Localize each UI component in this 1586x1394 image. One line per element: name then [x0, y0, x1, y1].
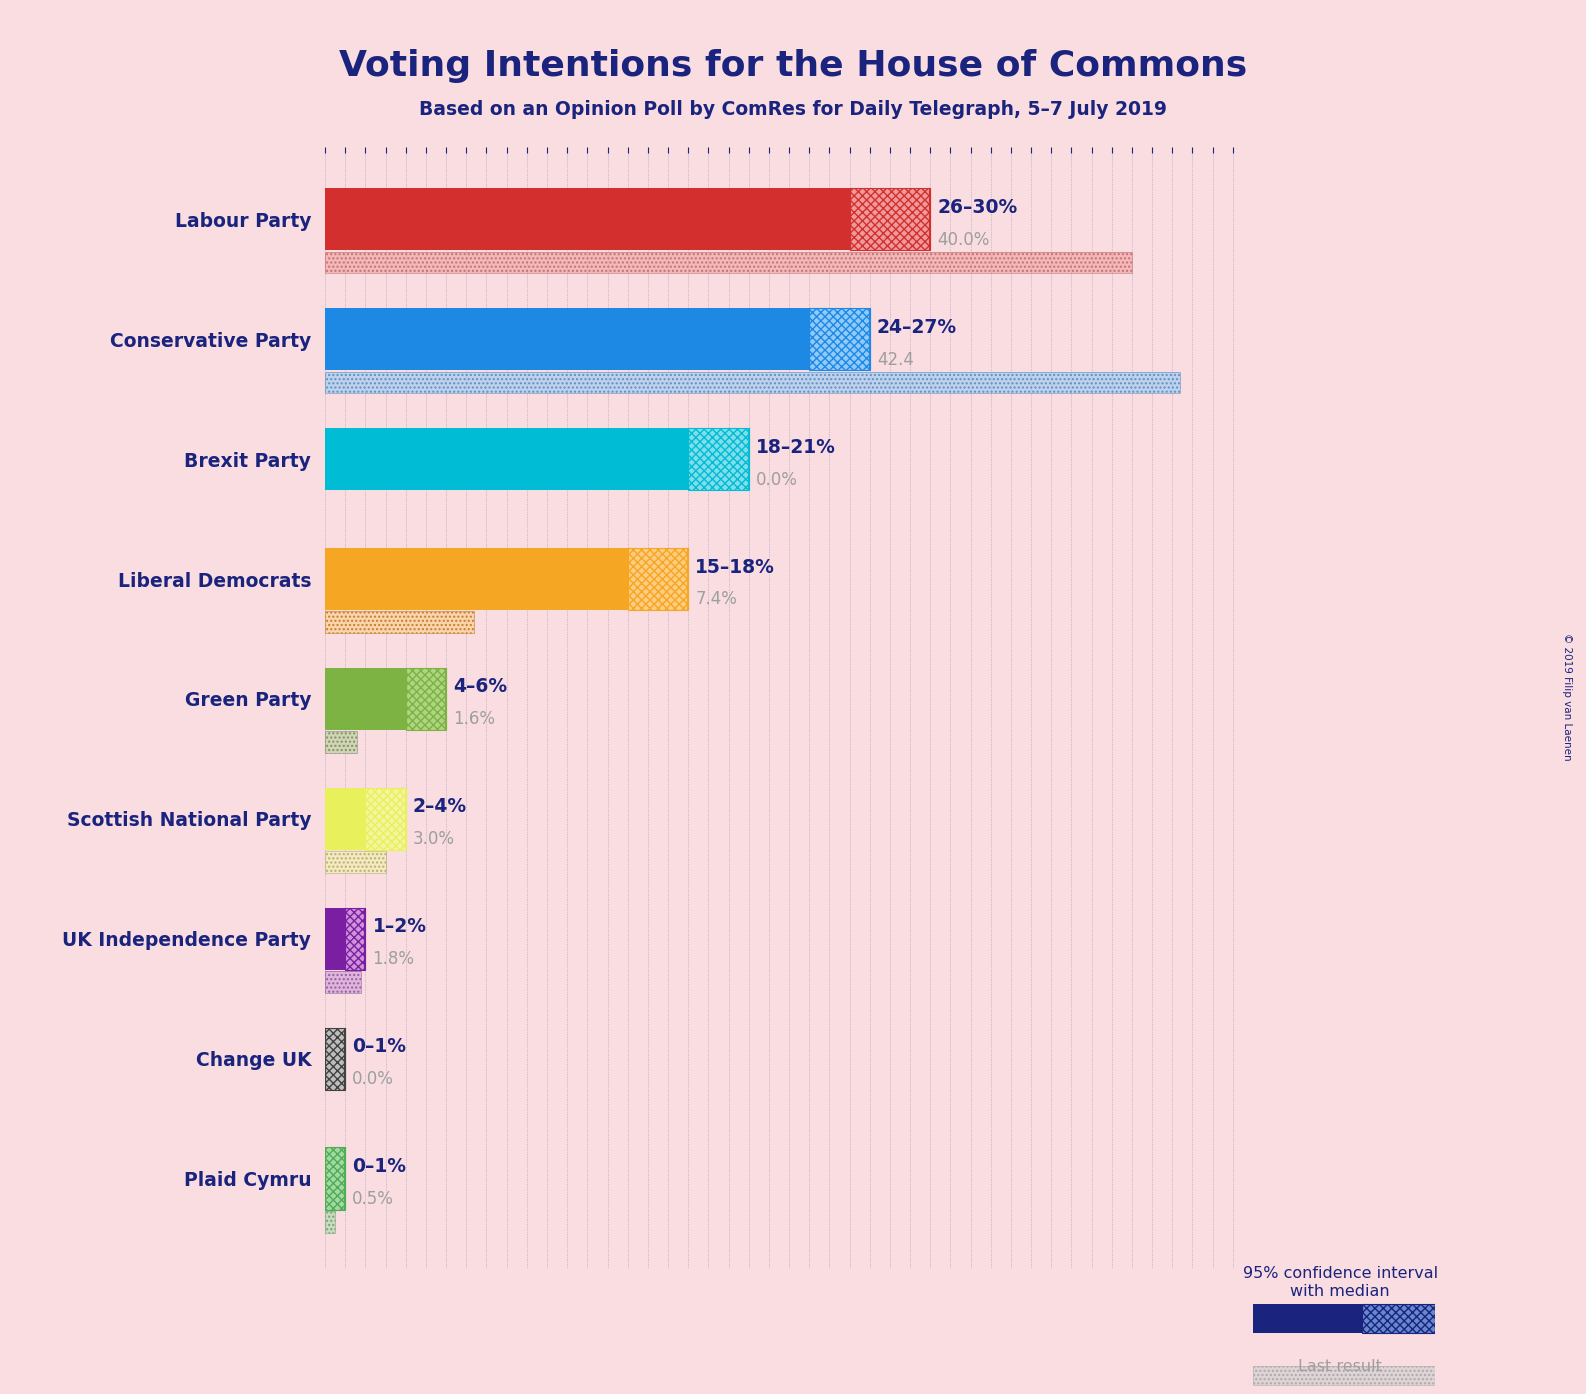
Text: 0.5%: 0.5% [352, 1190, 395, 1209]
Text: 18–21%: 18–21% [757, 438, 836, 457]
Bar [325, 252, 1132, 273]
Bar [325, 852, 385, 873]
Text: 2–4%: 2–4% [412, 797, 466, 817]
Bar [688, 428, 749, 491]
Bar [346, 907, 365, 970]
Text: 40.0%: 40.0% [937, 230, 990, 248]
Bar [325, 907, 346, 970]
Text: Based on an Opinion Poll by ComRes for Daily Telegraph, 5–7 July 2019: Based on an Opinion Poll by ComRes for D… [419, 100, 1167, 120]
Text: 26–30%: 26–30% [937, 198, 1018, 217]
Bar [325, 252, 1132, 273]
Text: Voting Intentions for the House of Commons: Voting Intentions for the House of Commo… [339, 49, 1247, 82]
Text: 0–1%: 0–1% [352, 1157, 406, 1177]
Bar [325, 372, 1180, 393]
Bar [325, 972, 362, 993]
Bar [628, 548, 688, 611]
Text: 4–6%: 4–6% [454, 677, 508, 697]
Bar [325, 732, 357, 753]
Text: 0–1%: 0–1% [352, 1037, 406, 1057]
Text: 1–2%: 1–2% [373, 917, 427, 937]
Bar [1362, 1305, 1435, 1333]
Bar [325, 428, 688, 491]
Bar [325, 852, 385, 873]
Bar [1253, 1305, 1362, 1333]
Text: © 2019 Filip van Laenen: © 2019 Filip van Laenen [1562, 633, 1572, 761]
Bar [325, 548, 628, 611]
Bar [406, 668, 446, 730]
Bar [325, 732, 357, 753]
Text: Last result: Last result [1299, 1359, 1381, 1373]
Bar [325, 972, 362, 993]
Bar [325, 788, 365, 850]
Text: 42.4: 42.4 [877, 351, 914, 368]
Text: 95% confidence interval
with median: 95% confidence interval with median [1242, 1266, 1439, 1299]
Bar [325, 372, 1180, 393]
Text: 7.4%: 7.4% [695, 591, 737, 608]
Text: 3.0%: 3.0% [412, 831, 455, 848]
Bar [325, 1027, 346, 1090]
Text: 15–18%: 15–18% [695, 558, 776, 577]
Bar [325, 1211, 335, 1232]
Bar [325, 612, 474, 633]
Bar [325, 188, 850, 251]
Text: 0.0%: 0.0% [757, 471, 798, 488]
Bar [809, 308, 869, 371]
Text: 0.0%: 0.0% [352, 1071, 395, 1089]
Bar [325, 1211, 335, 1232]
Text: 1.8%: 1.8% [373, 951, 414, 969]
Text: 24–27%: 24–27% [877, 318, 956, 337]
Bar [365, 788, 406, 850]
Bar [1253, 1366, 1435, 1386]
Bar [850, 188, 931, 251]
Bar [325, 1147, 346, 1210]
Bar [325, 668, 406, 730]
Bar [325, 612, 474, 633]
Bar [325, 308, 809, 371]
Bar [1253, 1366, 1435, 1386]
Text: 1.6%: 1.6% [454, 711, 495, 728]
